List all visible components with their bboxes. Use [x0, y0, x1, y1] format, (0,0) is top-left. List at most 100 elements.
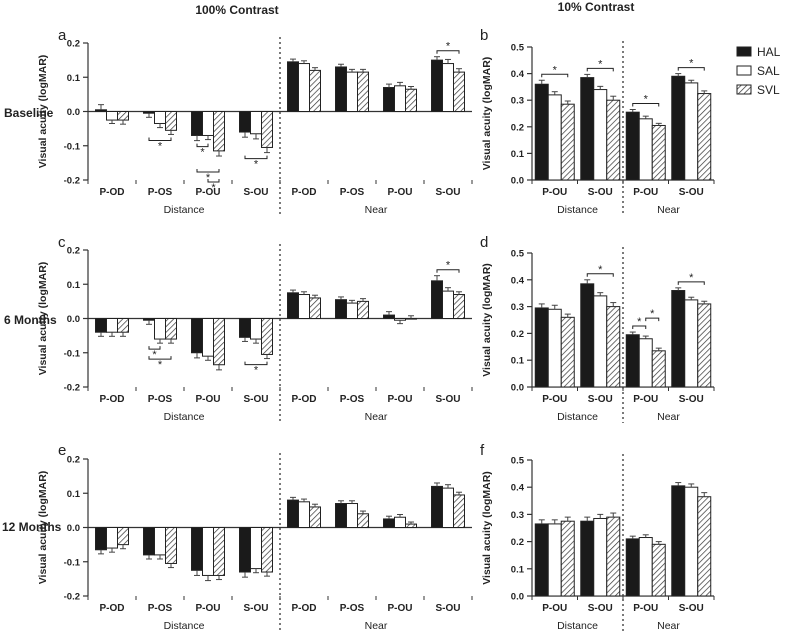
bar-svl — [165, 318, 177, 340]
y-tick-label: -0.1 — [64, 348, 81, 359]
y-tick-label: 0.4 — [511, 275, 525, 286]
y-tick-label: -0.2 — [64, 592, 80, 603]
y-tick-label: 0.3 — [511, 510, 524, 521]
x-tick-label: P-OS — [340, 394, 365, 405]
bar-sal — [298, 63, 310, 112]
y-tick-label: 0.0 — [67, 523, 80, 534]
panel-f: f Visual acuity (logMAR) 0.0 0.1 0.2 0.3 0.4 0.… — [480, 442, 715, 632]
significance-bracket — [196, 169, 220, 173]
bar-svl — [117, 527, 129, 546]
group-label: Distance — [557, 620, 598, 632]
significance-marker: * — [158, 359, 163, 371]
bar-svl — [357, 300, 369, 319]
bar-sal — [684, 486, 699, 597]
bar-sal — [547, 523, 562, 597]
x-tick-label: P-OU — [388, 394, 413, 405]
significance-marker: * — [637, 316, 642, 328]
significance-bracket — [586, 273, 614, 277]
bar-svl — [213, 318, 225, 366]
x-tick-label: P-OU — [542, 603, 567, 614]
y-tick-label: 0.5 — [511, 456, 525, 467]
bar-hal — [239, 527, 251, 573]
x-tick-label: P-OU — [542, 187, 567, 198]
x-tick-label: S-OU — [436, 394, 461, 405]
x-tick-label: P-OU — [388, 603, 413, 614]
bar-svl — [606, 516, 621, 597]
bar-hal — [580, 283, 595, 388]
bar-hal — [143, 527, 155, 556]
x-tick-label: S-OU — [436, 187, 461, 198]
group-label: Near — [657, 204, 680, 216]
bar-hal — [335, 503, 347, 528]
bar-hal — [239, 318, 251, 338]
significance-marker: * — [644, 94, 649, 106]
bar-sal — [346, 71, 358, 113]
significance-marker: * — [158, 140, 163, 152]
significance-marker: * — [446, 260, 451, 272]
x-tick-label: P-OS — [340, 187, 365, 198]
x-tick-label: S-OU — [244, 394, 269, 405]
y-tick-label: -0.1 — [64, 557, 81, 568]
bar-svl — [117, 111, 129, 121]
bar-svl — [309, 506, 321, 529]
x-tick-label: S-OU — [679, 603, 704, 614]
bar-svl — [697, 496, 712, 597]
bar-sal — [346, 503, 358, 528]
legend-label-hal: HAL — [757, 45, 781, 59]
bar-sal — [442, 487, 454, 528]
panel-letter-e: e — [58, 442, 66, 459]
significance-marker: * — [598, 58, 603, 70]
bar-svl — [213, 111, 225, 152]
x-tick-label: P-OU — [633, 603, 658, 614]
x-tick-label: P-OS — [148, 394, 173, 405]
group-label: Near — [365, 411, 388, 423]
bar-hal — [580, 520, 595, 597]
y-tick-label: 0.5 — [511, 43, 525, 54]
bar-svl — [117, 318, 129, 333]
bar-sal — [106, 527, 118, 549]
bar-sal — [547, 94, 562, 181]
x-tick-label: S-OU — [436, 603, 461, 614]
significance-marker: * — [650, 308, 655, 320]
y-tick-label: -0.2 — [64, 176, 80, 187]
bar-svl — [560, 103, 575, 181]
significance-bracket — [244, 155, 268, 160]
bar-svl — [405, 523, 417, 529]
bar-hal — [287, 61, 299, 112]
y-tick-label: 0.5 — [511, 249, 525, 260]
bar-sal — [593, 295, 608, 388]
row-label-12-months: 12 Months — [2, 520, 62, 534]
y-tick-label: 0.1 — [511, 149, 525, 160]
y-axis-label: Visual acuity (logMAR) — [481, 471, 493, 585]
bar-svl — [213, 527, 225, 576]
bar-hal — [534, 307, 549, 388]
panel-a: a Visual acuity (logMAR) -0.2 -0.1 0.0 0.1 0.2… — [37, 27, 473, 216]
group-label: Distance — [164, 411, 205, 423]
y-tick-label: 0.0 — [511, 592, 524, 603]
legend-label-svl: SVL — [757, 83, 780, 97]
bar-sal — [154, 527, 166, 556]
bar-hal — [143, 318, 155, 321]
bar-hal — [95, 527, 107, 551]
bar-sal — [442, 63, 454, 112]
bar-sal — [202, 527, 214, 576]
bar-sal — [106, 318, 118, 333]
significance-marker: * — [211, 182, 216, 194]
bar-hal — [95, 318, 107, 333]
bar-hal — [95, 109, 107, 112]
bar-svl — [165, 527, 177, 564]
legend: HAL SAL SVL — [736, 45, 781, 97]
bar-hal — [431, 280, 443, 320]
x-tick-label: P-OD — [100, 394, 125, 405]
y-axis-label: Visual acuity (logMAR) — [37, 471, 49, 585]
bar-hal — [143, 111, 155, 114]
bar-svl — [453, 494, 465, 528]
x-tick-label: P-OS — [148, 603, 173, 614]
significance-bracket — [148, 346, 161, 350]
bar-svl — [261, 318, 273, 355]
significance-marker: * — [206, 172, 211, 184]
bar-sal — [593, 89, 608, 181]
row-label-6-months: 6 Months — [4, 313, 57, 327]
bar-svl — [453, 71, 465, 113]
significance-marker: * — [553, 64, 558, 76]
